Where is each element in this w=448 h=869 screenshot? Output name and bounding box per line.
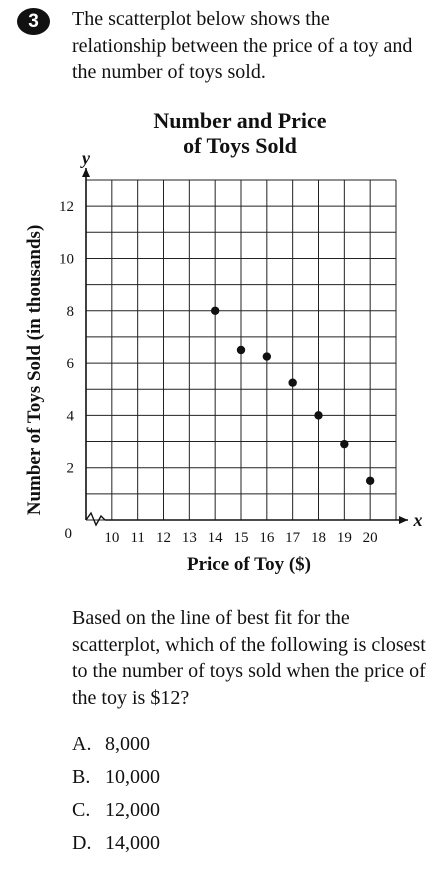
option-c[interactable]: C. 12,000 bbox=[72, 794, 160, 827]
axis-labels: y x Price of Toy ($) Number of Toys Sold (i… bbox=[24, 150, 423, 575]
x-axis-letter: x bbox=[413, 510, 423, 530]
question-number-badge: 3 bbox=[17, 8, 50, 35]
data-point bbox=[340, 439, 349, 449]
question-text: Based on the line of best fit for the sc… bbox=[72, 607, 426, 709]
data-point bbox=[210, 306, 220, 315]
option-text: 8,000 bbox=[105, 733, 150, 755]
option-letter: C. bbox=[72, 799, 91, 821]
option-letter: B. bbox=[72, 766, 91, 788]
data-point bbox=[314, 411, 323, 420]
question-prompt: The scatterplot below shows the relation… bbox=[72, 8, 413, 83]
option-text: 12,000 bbox=[105, 799, 160, 821]
axes bbox=[82, 168, 408, 527]
x-tick-label: 13 bbox=[182, 530, 197, 546]
data-points bbox=[210, 306, 375, 485]
answer-options: A. 8,000 B. 10,000 C. 12,000 D. 14,000 bbox=[72, 728, 160, 860]
data-point bbox=[262, 352, 272, 361]
y-tick-label: 12 bbox=[59, 199, 74, 215]
x-tick-label: 15 bbox=[234, 530, 249, 546]
y-tick-label: 4 bbox=[67, 408, 75, 424]
x-axis-label: Price of Toy ($) bbox=[187, 554, 311, 575]
x-tick-label: 19 bbox=[337, 530, 352, 546]
tick-labels: 10 11 12 13 14 15 16 17 18 19 20 2 4 6 8 10 12 0 bbox=[59, 199, 378, 546]
x-tick-label: 12 bbox=[156, 530, 171, 546]
x-tick-label: 16 bbox=[259, 530, 275, 546]
option-text: 14,000 bbox=[105, 832, 160, 854]
y-tick-label: 8 bbox=[67, 304, 75, 320]
option-text: 10,000 bbox=[105, 766, 160, 788]
x-tick-label: 18 bbox=[311, 530, 326, 546]
x-tick-label: 11 bbox=[130, 530, 144, 546]
scatterplot: 10 11 12 13 14 15 16 17 18 19 20 2 4 6 8 10 12 0 y x Price … bbox=[24, 150, 423, 575]
data-point bbox=[288, 378, 297, 387]
option-letter: A. bbox=[72, 733, 92, 755]
x-tick-label: 20 bbox=[363, 530, 378, 546]
option-d[interactable]: D. 14,000 bbox=[72, 827, 160, 860]
y-axis-arrow bbox=[82, 168, 90, 177]
y-axis-label: Number of Toys Sold (in thousands) bbox=[24, 225, 45, 516]
data-point bbox=[365, 476, 375, 485]
y-axis-letter: y bbox=[80, 150, 91, 168]
x-tick-label: 10 bbox=[104, 530, 119, 546]
origin-label: 0 bbox=[65, 526, 73, 542]
option-b[interactable]: B. 10,000 bbox=[72, 761, 160, 794]
data-point bbox=[236, 345, 246, 355]
x-axis-break bbox=[85, 511, 106, 527]
y-tick-label: 6 bbox=[67, 356, 75, 372]
x-axis-arrow bbox=[399, 516, 408, 524]
y-tick-label: 2 bbox=[67, 461, 75, 477]
option-a[interactable]: A. 8,000 bbox=[72, 728, 160, 761]
x-tick-label: 14 bbox=[208, 530, 224, 546]
y-tick-label: 10 bbox=[59, 251, 74, 267]
x-tick-label: 17 bbox=[285, 530, 301, 546]
chart-title: Number and Price of Toys Sold bbox=[153, 108, 327, 158]
option-letter: D. bbox=[72, 832, 92, 854]
